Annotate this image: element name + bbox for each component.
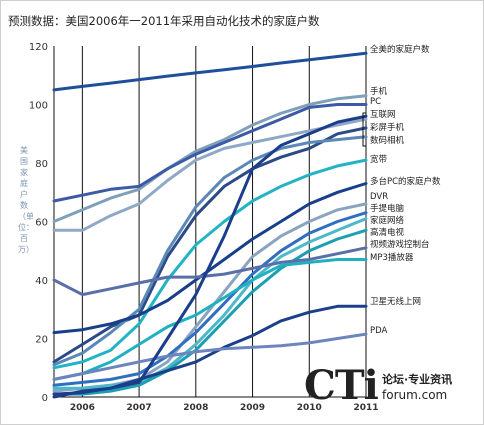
y-axis-label: 美国家庭户数（单位：百万）	[18, 146, 34, 254]
watermark-chinese-text: 论坛·专业资讯	[382, 373, 453, 386]
series-line-12	[52, 246, 368, 297]
series-label-4: 彩屏手机	[370, 122, 405, 133]
series-label-6: 宽带	[370, 154, 388, 165]
series-label-15: PDA	[370, 326, 388, 336]
y-tick-40: 40	[35, 276, 48, 287]
series-line-13	[52, 258, 368, 381]
chart-title: 预测数据：美国2006年一2011年采用自动化技术的家庭户数	[8, 14, 320, 28]
y-tick-100: 100	[29, 101, 48, 112]
series-label-10: 家庭网络	[370, 215, 405, 226]
series-line-2	[52, 103, 368, 203]
cti-logo-text: CTi	[304, 362, 379, 409]
series-label-5: 数码相机	[370, 135, 405, 146]
series-line-15	[52, 332, 368, 381]
series-line-4	[52, 126, 368, 364]
x-tick-2011: 2011	[353, 403, 378, 413]
series-label-9: 手提电脑	[370, 203, 405, 214]
series-lines	[52, 51, 368, 399]
x-tick-2008: 2008	[183, 403, 208, 413]
series-label-11: 高清电视	[370, 227, 405, 238]
series-line-1	[52, 94, 368, 223]
x-tick-2009: 2009	[240, 403, 265, 413]
tick-labels: 0 20 40 60 80 100 120 2006 2007 2008 2009 2010 2011	[29, 42, 379, 413]
series-line-9	[52, 211, 368, 387]
x-tick-2007: 2007	[127, 403, 152, 413]
series-line-3	[52, 117, 368, 232]
series-label-13: MP3播放器	[370, 252, 414, 263]
series-label-12: 视频游戏控制台	[370, 239, 430, 250]
series-line-11	[52, 228, 368, 396]
series-label-2: PC	[370, 97, 381, 107]
series-line-6	[52, 158, 368, 370]
series-label-8: DVR	[370, 192, 388, 202]
series-label-3: 互联网	[370, 110, 396, 120]
cti-forum-watermark: CTi 论坛·专业资讯 forum.com	[304, 362, 480, 412]
series-label-0: 全美的家庭户数	[370, 44, 430, 55]
watermark-url: forum.com	[382, 388, 448, 402]
label-bracket	[362, 112, 366, 147]
series-label-7: 多台PC的家庭户数	[370, 176, 441, 187]
x-tick-2010: 2010	[297, 403, 322, 413]
y-tick-80: 80	[35, 159, 48, 170]
series-line-0	[52, 51, 368, 92]
series-line-7	[52, 182, 368, 335]
series-line-10	[52, 217, 368, 390]
series-label-14: 卫星无线上网	[370, 296, 421, 307]
y-tick-0: 0	[42, 393, 48, 404]
y-tick-60: 60	[35, 218, 48, 229]
series-line-5	[52, 135, 368, 367]
series-label-1: 手机	[370, 86, 388, 97]
y-tick-20: 20	[35, 335, 48, 346]
y-tick-120: 120	[29, 42, 48, 53]
x-tick-2006: 2006	[70, 403, 95, 413]
series-line-16	[52, 114, 368, 399]
